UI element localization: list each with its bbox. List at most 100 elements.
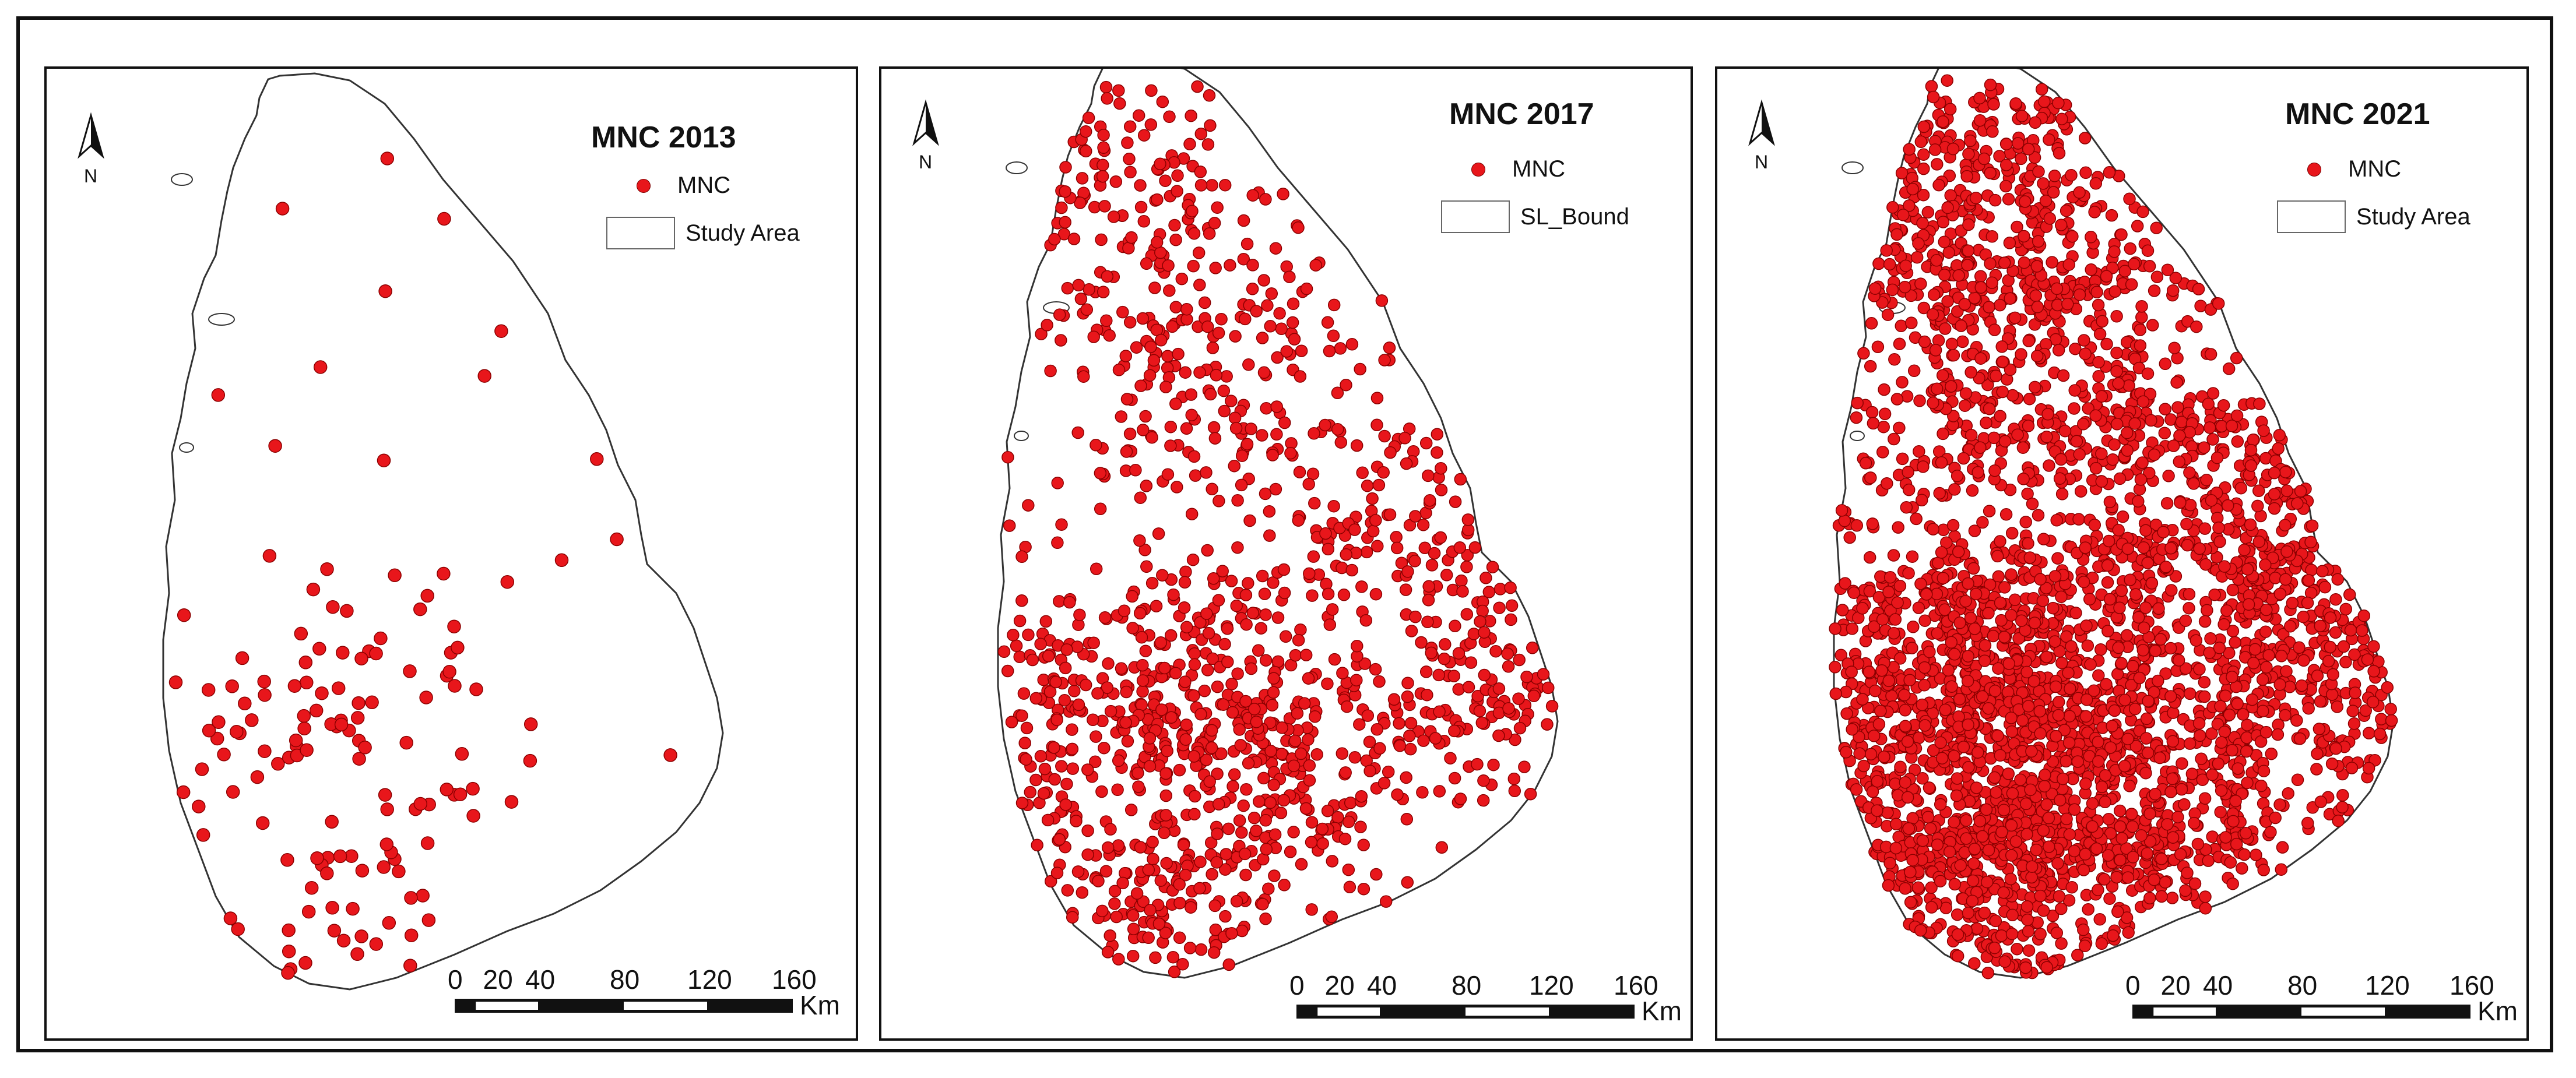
mnc-point — [2111, 905, 2124, 918]
mnc-point — [1015, 594, 1028, 607]
mnc-point — [2015, 152, 2027, 165]
mnc-point — [2124, 573, 2136, 586]
mnc-point — [1846, 622, 1859, 635]
mnc-point — [300, 675, 314, 690]
mnc-point — [1102, 657, 1115, 670]
scale-unit-label: Km — [800, 990, 840, 1020]
mnc-point — [1250, 825, 1263, 837]
mnc-point — [1294, 747, 1308, 760]
mnc-point — [2128, 702, 2142, 716]
mnc-point — [1925, 80, 1938, 93]
mnc-point — [1291, 707, 1304, 720]
mnc-point — [1478, 668, 1491, 682]
mnc-point — [2238, 543, 2251, 556]
mnc-point — [1401, 677, 1414, 689]
mnc-point — [1951, 469, 1964, 482]
scale-tick-label: 80 — [2287, 970, 2318, 1001]
mnc-point — [2047, 601, 2060, 615]
mnc-point — [1959, 594, 1972, 608]
mnc-point — [1104, 823, 1117, 836]
mnc-point — [1099, 80, 1113, 94]
mnc-point — [1944, 103, 1957, 116]
mnc-point — [2215, 736, 2228, 749]
mnc-point — [1449, 619, 1461, 633]
legend-area: Study Area — [2277, 200, 2470, 233]
mnc-point — [1211, 767, 1224, 780]
mnc-point — [1983, 301, 1995, 313]
mnc-point — [413, 602, 427, 616]
mnc-point — [1914, 577, 1927, 590]
mnc-point — [2134, 339, 2147, 352]
mnc-point — [1178, 576, 1192, 589]
mnc-point — [1475, 716, 1489, 730]
mnc-point — [2112, 524, 2125, 537]
mnc-point — [1137, 215, 1151, 228]
mnc-point — [2068, 844, 2081, 858]
mnc-point — [2028, 616, 2041, 629]
mnc-point — [2143, 260, 2156, 273]
mnc-point — [1987, 431, 2001, 445]
mnc-point — [1968, 524, 1981, 537]
mnc-point — [1245, 662, 1258, 675]
mnc-point — [1164, 439, 1177, 452]
mnc-point — [2217, 399, 2230, 412]
mnc-point — [2128, 258, 2141, 271]
mnc-point — [1231, 541, 1244, 554]
mnc-point — [1331, 811, 1344, 824]
mnc-point — [1361, 709, 1375, 722]
mnc-point — [2021, 487, 2034, 501]
mnc-point — [1120, 445, 1133, 458]
mnc-point — [1173, 878, 1186, 891]
mnc-point — [1982, 607, 1995, 620]
mnc-point — [1051, 477, 1064, 489]
mnc-point — [1164, 420, 1178, 434]
mnc-point — [2170, 376, 2183, 389]
mnc-point — [1230, 599, 1243, 612]
mnc-point — [1878, 750, 1890, 763]
mnc-point — [2116, 510, 2129, 523]
mnc-point — [2051, 857, 2064, 870]
map-title: MNC 2013 — [591, 121, 736, 154]
mnc-point — [1201, 320, 1214, 333]
scale-unit-label: Km — [1642, 996, 1682, 1026]
mnc-point — [2225, 420, 2238, 432]
mnc-point — [1897, 209, 1910, 221]
mnc-point — [1227, 780, 1239, 793]
mnc-point — [1941, 295, 1954, 308]
mnc-point — [2181, 866, 2194, 879]
mnc-point — [2064, 682, 2076, 695]
mnc-point — [2279, 466, 2292, 478]
mnc-point — [1878, 383, 1890, 396]
mnc-point — [1133, 607, 1147, 620]
mnc-point — [1120, 393, 1134, 406]
mnc-point — [2022, 420, 2035, 432]
mnc-point — [2161, 263, 2174, 276]
mnc-point — [1059, 161, 1072, 174]
mnc-point — [1981, 966, 1995, 980]
mnc-point — [1207, 572, 1220, 585]
mnc-point — [1967, 857, 1980, 870]
mnc-point — [1895, 319, 1907, 333]
mnc-point — [1211, 680, 1224, 693]
mnc-point — [2184, 498, 2197, 512]
mnc-point — [1882, 674, 1895, 688]
mnc-point — [1208, 899, 1221, 913]
mnc-point — [1134, 841, 1147, 854]
mnc-point — [1222, 822, 1235, 836]
mnc-point — [1072, 279, 1085, 292]
scale-segment — [497, 1002, 538, 1010]
mnc-point — [1015, 709, 1028, 722]
mnc-point — [1200, 466, 1213, 479]
mnc-point — [1966, 874, 1980, 887]
mnc-point — [1917, 120, 1931, 133]
mnc-point — [1942, 664, 1955, 677]
mnc-point — [2224, 856, 2237, 869]
mnc-point — [1896, 452, 1909, 466]
mnc-point — [2054, 219, 2068, 231]
mnc-point — [2108, 704, 2121, 717]
mnc-point — [2115, 832, 2128, 845]
mnc-point — [2212, 521, 2225, 534]
mnc-point — [1292, 633, 1305, 647]
mnc-point — [1505, 613, 1517, 626]
mnc-point — [1159, 809, 1172, 822]
